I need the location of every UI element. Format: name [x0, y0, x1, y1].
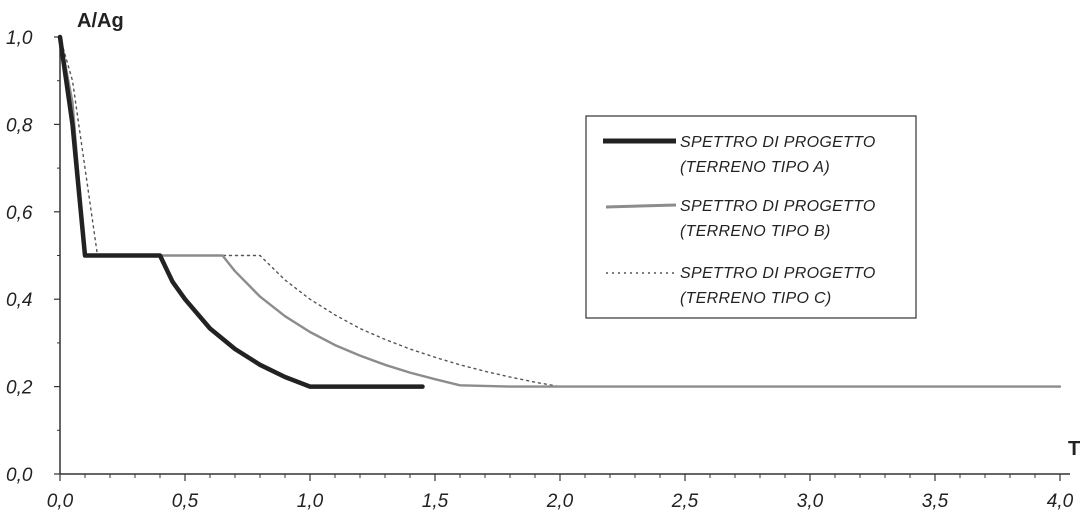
x-tick-label: 3,0 [797, 491, 824, 512]
legend-c-line1: SPETTRO DI PROGETTO [680, 265, 876, 282]
y-tick-label: 0,6 [6, 203, 33, 224]
y-axis-title: A/Ag [77, 10, 124, 32]
y-tick-label: 1,0 [6, 28, 33, 49]
legend-swatch-b [605, 203, 677, 209]
x-tick-label: 2,5 [671, 491, 699, 512]
x-tick-label: 0,5 [172, 491, 199, 512]
x-tick-label: 1,5 [422, 491, 449, 512]
y-tick-label: 0,0 [6, 465, 33, 486]
x-axis-title: T [1068, 438, 1080, 460]
y-tick-label: 0,4 [6, 290, 32, 311]
x-tick-label: 0,0 [47, 491, 74, 512]
legend-box [585, 115, 917, 319]
x-tick-label: 3,5 [922, 491, 949, 512]
legend: SPETTRO DI PROGETTO (TERRENO TIPO A) SPE… [585, 115, 917, 319]
legend-c-line2: (TERRENO TIPO C) [680, 290, 831, 307]
x-tick-label: 2,0 [546, 491, 574, 512]
legend-a-line2: (TERRENO TIPO A) [680, 159, 830, 176]
y-tick-label: 0,2 [6, 378, 33, 399]
legend-b-line2: (TERRENO TIPO B) [680, 223, 831, 240]
x-tick-label: 1,0 [297, 491, 324, 512]
legend-a-line1: SPETTRO DI PROGETTO [680, 134, 876, 151]
legend-b-line1: SPETTRO DI PROGETTO [680, 198, 876, 215]
y-tick-label: 0,8 [6, 115, 33, 136]
axes: 0,0 0,2 0,4 0,6 0,8 1,0 0,0 0,5 1,0 1,5 2,0 2,5 3,0 3… [6, 28, 1074, 512]
x-tick-label: 4,0 [1047, 491, 1074, 512]
series-line-a [57, 34, 425, 389]
series-layer [57, 34, 1062, 389]
